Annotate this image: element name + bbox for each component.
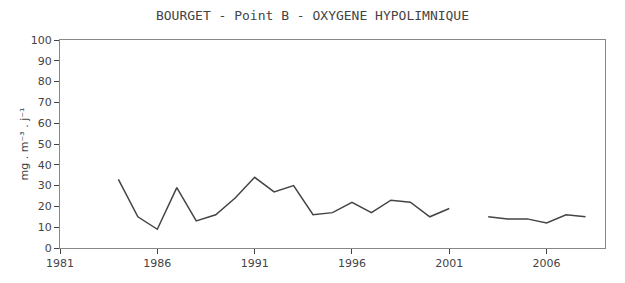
svg-text:40: 40 xyxy=(38,159,52,172)
svg-text:2006: 2006 xyxy=(533,257,561,270)
svg-text:1991: 1991 xyxy=(241,257,269,270)
svg-text:1986: 1986 xyxy=(143,257,171,270)
svg-text:100: 100 xyxy=(31,34,52,47)
svg-text:1996: 1996 xyxy=(338,257,366,270)
svg-text:1981: 1981 xyxy=(46,257,74,270)
svg-text:10: 10 xyxy=(38,221,52,234)
svg-text:80: 80 xyxy=(38,75,52,88)
svg-text:90: 90 xyxy=(38,55,52,68)
svg-text:30: 30 xyxy=(38,179,52,192)
svg-text:70: 70 xyxy=(38,96,52,109)
svg-text:mg . m⁻³ . j⁻¹: mg . m⁻³ . j⁻¹ xyxy=(18,108,31,181)
svg-text:60: 60 xyxy=(38,117,52,130)
svg-text:2001: 2001 xyxy=(435,257,463,270)
svg-text:BOURGET - Point B - OXYGENE HY: BOURGET - Point B - OXYGENE HYPOLIMNIQUE xyxy=(156,8,469,23)
svg-text:0: 0 xyxy=(45,242,52,255)
svg-text:50: 50 xyxy=(38,138,52,151)
svg-text:20: 20 xyxy=(38,200,52,213)
